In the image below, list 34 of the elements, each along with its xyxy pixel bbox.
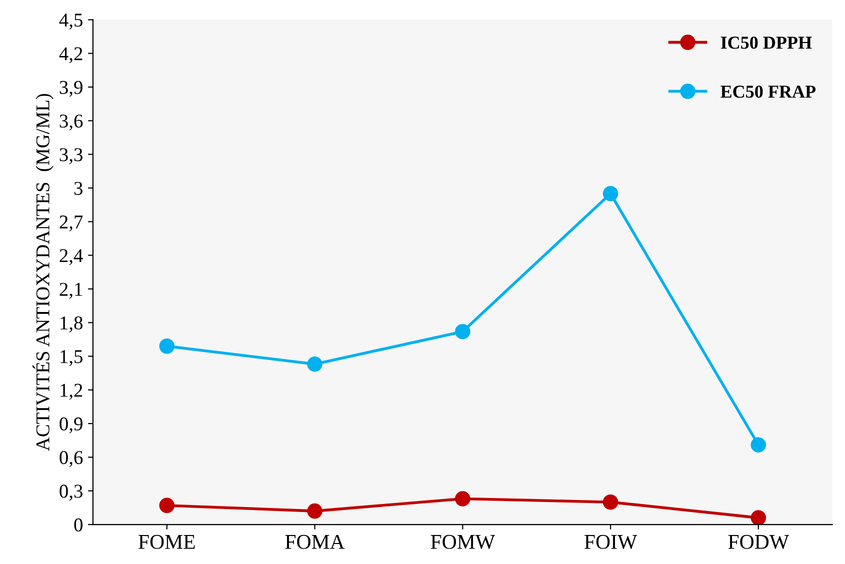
y-tick-label: 4,5 <box>59 14 82 30</box>
point <box>455 324 470 340</box>
y-tick-label: 2,1 <box>60 282 82 299</box>
y-tick-label: 1,5 <box>60 350 82 366</box>
x-tick-label: FOIW <box>584 534 638 550</box>
x-tick-label: FOMW <box>430 534 496 550</box>
y-tick-label: 4,2 <box>59 47 82 64</box>
y-axis-title: ACTIVITÉS ANTIOXYDANTES (MG/ML) <box>32 94 54 451</box>
y-tick-label: 3,3 <box>60 148 82 164</box>
y-tick-label: 0 <box>74 518 82 532</box>
x-tick-label: FOME <box>138 534 195 549</box>
y-tick-label: 3 <box>74 182 82 195</box>
legend-label: IC50 DPPH <box>720 36 812 49</box>
y-tick-label: 1,2 <box>60 384 82 400</box>
point <box>750 510 766 525</box>
point <box>159 338 175 354</box>
y-tick-label: 3,6 <box>60 114 83 130</box>
legend-label: EC50 FRAP <box>720 86 816 98</box>
x-tick-label: FOMA <box>285 534 345 549</box>
y-tick-label: 2,7 <box>60 216 83 232</box>
point <box>602 186 618 202</box>
point <box>307 503 322 519</box>
point <box>307 356 322 372</box>
y-tick-label: 3,9 <box>60 80 82 97</box>
point <box>455 491 470 506</box>
point <box>602 494 618 510</box>
y-tick-label: 0,9 <box>60 417 82 434</box>
point <box>159 498 175 514</box>
y-tick-label: 0,6 <box>60 451 83 467</box>
y-tick-label: 0,3 <box>60 484 82 501</box>
point <box>750 437 766 453</box>
y-tick-label: 2,4 <box>60 249 83 266</box>
x-tick-label: FODW <box>728 534 790 550</box>
y-tick-label: 1,8 <box>60 316 82 332</box>
